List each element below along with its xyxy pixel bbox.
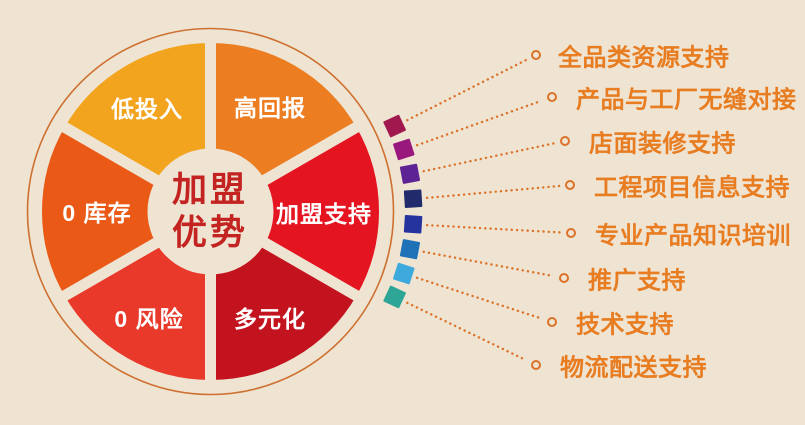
connector-square: [403, 189, 423, 208]
wheel-segment-label: 加盟支持: [276, 201, 372, 227]
connector-dotted-line: [422, 250, 555, 278]
benefit-list-item: 工程项目信息支持: [594, 174, 790, 202]
benefit-list-item: 推广支持: [588, 267, 686, 295]
connector-square: [399, 163, 421, 184]
benefit-list-item: 产品与工厂无缝对接: [576, 86, 797, 114]
benefit-list-item: 物流配送支持: [560, 354, 707, 382]
connector-square: [399, 239, 421, 260]
wheel-segment-label: 高回报: [234, 95, 306, 121]
wheel-center-circle: [147, 148, 274, 275]
connector-ring-icon: [565, 180, 575, 190]
connector-square: [393, 138, 415, 161]
wheel-center-title-line: 优势: [171, 213, 249, 252]
connector-ring-icon: [531, 360, 541, 370]
connector-dotted-line: [422, 142, 556, 173]
wheel-center-title-line: 加盟: [171, 170, 249, 210]
connector-dotted-line: [425, 223, 562, 234]
connector-dotted-line: [415, 276, 543, 320]
wheel-center-title: 加盟 优势: [172, 169, 248, 254]
connector-ring-icon: [531, 50, 541, 60]
connector-ring-icon: [559, 273, 569, 283]
wheel-segment: [31, 119, 216, 304]
wheel-segment: [205, 119, 390, 304]
benefit-list-item: 全品类资源支持: [558, 44, 730, 72]
connector-square: [403, 215, 423, 234]
connector-dotted-line: [406, 58, 528, 122]
connector-ring-icon: [547, 317, 557, 327]
connector-ring-icon: [566, 228, 576, 238]
benefit-list-item: 技术支持: [576, 311, 674, 339]
connector-ring-icon: [560, 136, 570, 146]
wheel-segment-label: 0 风险: [114, 306, 184, 332]
benefit-list-item: 专业产品知识培训: [595, 222, 791, 250]
benefit-list-item: 店面装修支持: [589, 130, 736, 158]
wheel-segment-label: 低投入: [111, 96, 183, 122]
wheel-outer-ring: [26, 27, 395, 396]
connector-dotted-line: [415, 99, 543, 147]
connector-dotted-line: [425, 184, 561, 200]
connector-dotted-line: [406, 301, 528, 362]
connector-square: [393, 262, 415, 285]
connector-square: [383, 114, 406, 138]
wheel-segment-label: 多元化: [234, 306, 306, 332]
wheel-segment-label: 0 库存: [62, 200, 132, 226]
connector-ring-icon: [547, 92, 557, 102]
connector-square: [383, 285, 406, 309]
